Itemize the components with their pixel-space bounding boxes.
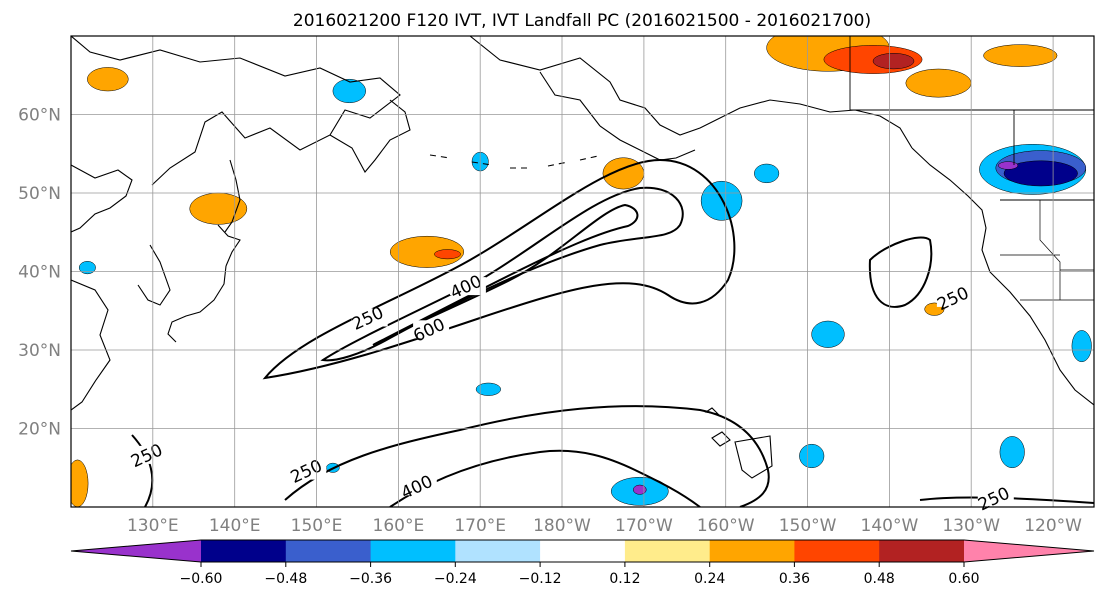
pc-region-23 [799,443,825,469]
ivt-contour-250-south [284,405,770,507]
contour-label-6: 400 [398,472,437,504]
korea-coastline [137,244,171,306]
contour-label-bg-4 [130,445,167,464]
map-border [70,35,1095,508]
contour-label-bg-1 [449,277,486,296]
lon-label-3: 160°E [373,516,425,536]
pc-region-25 [633,484,647,495]
contour-label-bg-5 [290,461,327,480]
lat-label-0: 20°N [18,420,61,440]
hokkaido-coastline [217,224,241,267]
lon-label-11: 120°W [1024,516,1082,536]
pc-region-2 [872,53,915,70]
lon-label-2: 150°E [291,516,343,536]
japan-coastline [167,265,227,343]
coastlines [71,36,1094,479]
lat-label-2: 40°N [18,263,61,283]
ivt-contour-400-south [389,449,701,507]
colorbar-tick-label-4: −0.12 [519,571,562,587]
colorbar-bin-6 [709,540,795,562]
lon-label-10: 130°W [942,516,1000,536]
lat-label-3: 50°N [18,184,61,204]
pc-region-17 [700,180,743,221]
chart-title: 2016021200 F120 IVT, IVT Landfall PC (20… [293,11,871,31]
colorbar-extend-min [71,540,201,562]
kamchatka-coastline [329,99,411,173]
sakhalin-coastline [224,159,241,233]
ivt-contour-250-east [868,236,933,308]
colorbar-bin-7 [794,540,880,562]
contour-label-bg-7 [977,489,1014,508]
lat-label-1: 30°N [18,341,61,361]
alaska-canada-border [849,36,1094,165]
ivt-contours [131,158,1094,507]
ivt-contour-250-sw [131,434,154,507]
colorbar-tick-label-5: 0.12 [609,571,640,587]
lon-label-6: 170°W [615,516,673,536]
china-coastline [71,279,111,411]
ivt-contour-250 [262,158,736,380]
colorbar-bin-3 [455,540,541,562]
pc-region-3 [905,68,972,98]
colorbar-bin-8 [879,540,965,562]
lon-label-1: 140°E [209,516,261,536]
pc-region-4 [983,44,1058,67]
lon-label-4: 170°E [454,516,506,536]
pc-region-20 [811,320,845,348]
colorbar-tick-label-1: −0.48 [264,571,307,587]
colorbar-tick-label-9: 0.60 [948,571,979,587]
lon-label-9: 140°W [861,516,919,536]
lon-label-0: 130°E [127,516,179,536]
latitude-labels: 20°N 30°N 40°N 50°N 60°N [18,106,61,440]
pc-region-16 [754,163,780,184]
pc-region-26 [475,382,501,396]
contour-label-bg-3 [936,288,973,307]
pc-region-14 [1003,160,1078,187]
colorbar-tick-label-8: 0.48 [864,571,895,587]
pc-region-15 [998,161,1019,170]
colorbar-tick-label-7: 0.36 [779,571,810,587]
alaska-peninsula-coastline [599,125,696,161]
pc-region-8 [434,249,461,260]
colorbar [70,539,1095,563]
alaska-west-coastline [539,71,601,127]
north-america-coastline [911,147,1094,406]
contour-label-bg-2 [413,320,450,339]
colorbar-tick-label-6: 0.24 [694,571,725,587]
pc-region-28 [78,261,96,275]
lon-label-7: 160°W [697,516,755,536]
pc-region-22 [999,436,1025,469]
lat-label-4: 60°N [18,106,61,126]
lon-label-5: 180°W [533,516,591,536]
pc-region-18 [332,78,366,104]
pc-region-21 [1071,330,1092,363]
colorbar-bin-5 [624,540,711,562]
pc-region-7 [389,235,465,268]
contour-label-bg-6 [400,477,437,496]
asia-coastline [71,164,133,233]
longitude-labels: 130°E 140°E 150°E 160°E 170°E 180°W 170°W 160°W… [127,516,1082,536]
colorbar-extend-max [964,540,1094,562]
colorbar-tick-label-0: −0.60 [180,571,223,587]
gridlines [71,36,1094,507]
pc-region-11 [71,459,89,507]
colorbar-bin-0 [201,540,287,562]
colorbar-tick-label-3: −0.24 [434,571,477,587]
lon-label-8: 150°W [779,516,837,536]
colorbar-ticks: −0.60 −0.48 −0.36 −0.24 −0.12 0.12 0.24 0.36 0.4… [180,562,980,587]
pc-region-5 [87,67,129,92]
colorbar-bin-1 [285,540,372,562]
pc-region-6 [189,192,248,225]
siberia-coastline [71,36,401,186]
colorbar-bin-2 [370,540,456,562]
colorbar-bin-4 [540,540,626,562]
state-borders [1000,200,1094,301]
contour-label-bg-0 [351,308,388,327]
colorbar-tick-label-2: −0.36 [349,571,392,587]
